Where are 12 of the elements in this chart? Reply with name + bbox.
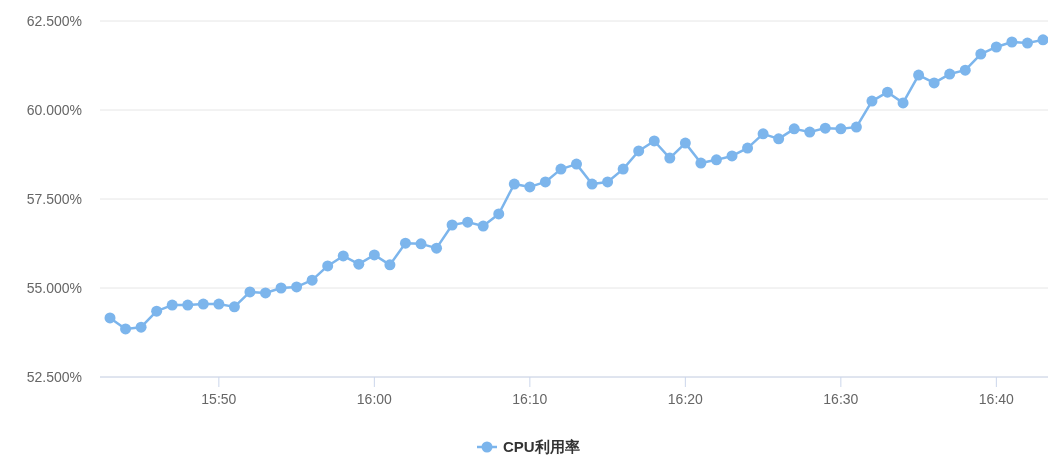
x-tick-label: 16:40: [978, 391, 1015, 407]
y-tick-label: 57.500%: [26, 191, 82, 207]
x-tick-label: 16:10: [512, 391, 548, 407]
x-tick-label: 16:30: [823, 391, 859, 407]
x-tick-label: 16:20: [667, 391, 704, 407]
x-tick-label: 16:00: [356, 391, 393, 407]
legend-label: CPU利用率: [503, 438, 580, 455]
y-tick-label: 55.000%: [26, 280, 82, 296]
y-tick-label: 60.000%: [26, 102, 82, 118]
y-tick-label: 52.500%: [26, 369, 82, 385]
x-tick-label: 15:50: [201, 391, 237, 407]
y-tick-label: 62.500%: [26, 13, 82, 29]
